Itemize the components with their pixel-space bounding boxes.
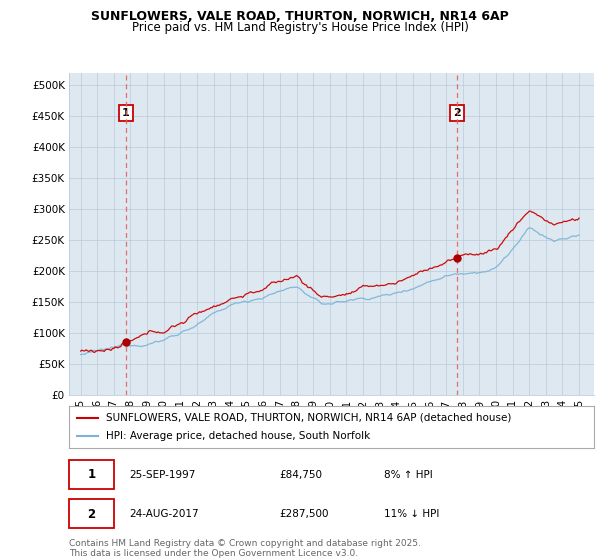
Text: 1: 1 [122, 108, 130, 118]
Text: 2: 2 [453, 108, 461, 118]
Text: SUNFLOWERS, VALE ROAD, THURTON, NORWICH, NR14 6AP (detached house): SUNFLOWERS, VALE ROAD, THURTON, NORWICH,… [106, 413, 511, 423]
FancyBboxPatch shape [69, 460, 113, 489]
Text: SUNFLOWERS, VALE ROAD, THURTON, NORWICH, NR14 6AP: SUNFLOWERS, VALE ROAD, THURTON, NORWICH,… [91, 10, 509, 23]
Text: Price paid vs. HM Land Registry's House Price Index (HPI): Price paid vs. HM Land Registry's House … [131, 21, 469, 34]
Text: £84,750: £84,750 [279, 470, 322, 480]
Text: 24-AUG-2017: 24-AUG-2017 [130, 509, 199, 519]
Text: 8% ↑ HPI: 8% ↑ HPI [384, 470, 433, 480]
Text: 25-SEP-1997: 25-SEP-1997 [130, 470, 196, 480]
Text: 1: 1 [88, 468, 95, 481]
Text: HPI: Average price, detached house, South Norfolk: HPI: Average price, detached house, Sout… [106, 431, 370, 441]
FancyBboxPatch shape [69, 499, 113, 529]
Text: 11% ↓ HPI: 11% ↓ HPI [384, 509, 439, 519]
Text: Contains HM Land Registry data © Crown copyright and database right 2025.
This d: Contains HM Land Registry data © Crown c… [69, 539, 421, 558]
Text: 2: 2 [88, 507, 95, 521]
Text: £287,500: £287,500 [279, 509, 329, 519]
